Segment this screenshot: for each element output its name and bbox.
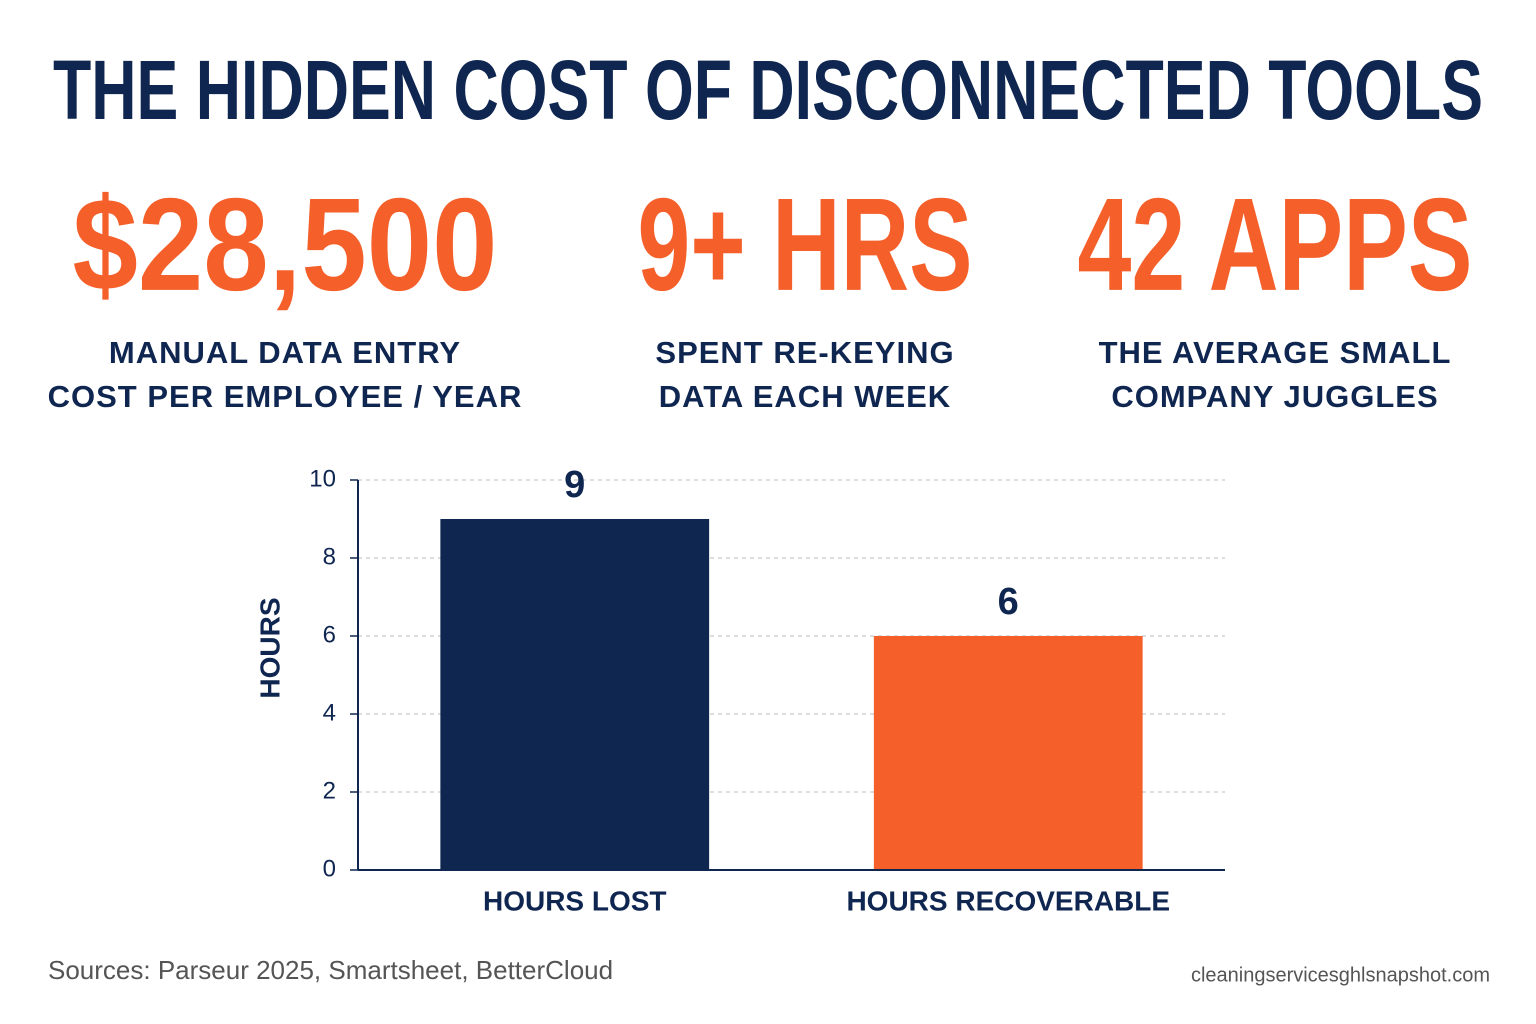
y-tick-label: 4	[323, 699, 336, 726]
sources: Sources: Parseur 2025, Smartsheet, Bette…	[48, 955, 613, 985]
value-label: 6	[998, 581, 1019, 623]
stat-label: COST PER EMPLOYEE / YEAR	[48, 379, 523, 414]
stat-label: MANUAL DATA ENTRY	[109, 335, 461, 370]
value-label: 9	[564, 464, 585, 506]
bar	[873, 636, 1143, 870]
y-axis-label: HOURS	[254, 597, 285, 698]
y-tick-label: 10	[309, 465, 336, 492]
stats: $28,500 MANUAL DATA ENTRY COST PER EMPLOYE…	[48, 171, 1473, 414]
y-tick-label: 2	[323, 777, 336, 804]
y-tick-label: 0	[323, 855, 336, 882]
stat-value: $28,500	[73, 171, 498, 318]
stat-label: SPENT RE-KEYING	[655, 335, 954, 370]
x-tick-label: HOURS LOST	[483, 885, 667, 916]
x-tick-label: HOURS RECOVERABLE	[846, 885, 1170, 916]
stat-label: DATA EACH WEEK	[659, 379, 951, 414]
stat-value: 42 APPS	[1078, 171, 1473, 318]
stat-label: COMPANY JUGGLES	[1111, 379, 1438, 414]
title: THE HIDDEN COST OF DISCONNECTED TOOLS	[53, 43, 1483, 137]
stat-value: 9+ HRS	[638, 171, 973, 318]
stat-label: THE AVERAGE SMALL	[1099, 335, 1452, 370]
watermark: cleaningservicesghlsnapshot.com	[1191, 964, 1490, 986]
bar	[440, 519, 710, 870]
chart: 0 2 4 6 8 10 HOURS HOURS LOST 9 HOURS RECOVERABLE…	[254, 464, 1225, 916]
y-tick-label: 8	[323, 543, 336, 570]
y-tick-label: 6	[323, 621, 336, 648]
